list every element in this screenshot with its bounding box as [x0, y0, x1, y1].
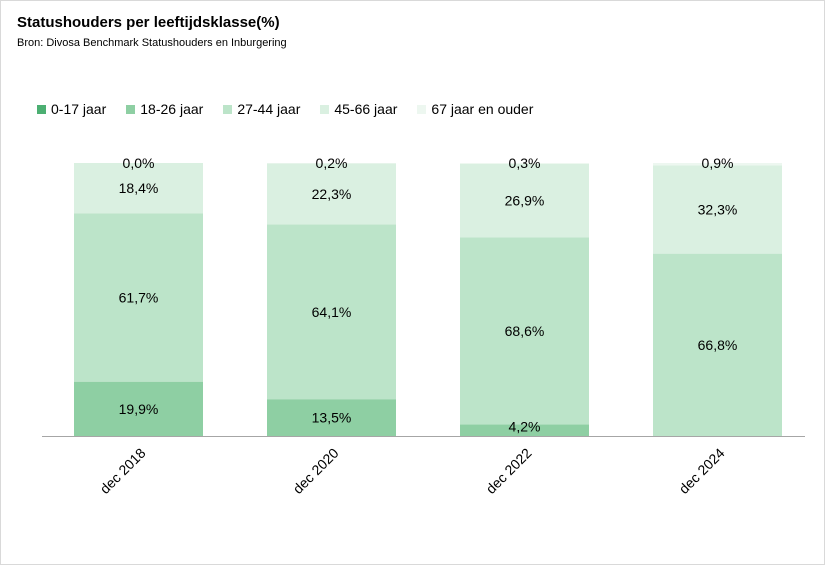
chart-title: Statushouders per leeftijdsklasse(%)	[17, 14, 280, 31]
legend-swatch-27-44	[223, 104, 233, 114]
data-label-0-1: 19,9%	[119, 401, 159, 417]
legend-label-0-17: 0-17 jaar	[51, 101, 107, 117]
data-label-1-3: 22,3%	[312, 186, 352, 202]
bar-segment-1-2	[267, 224, 396, 400]
data-label-2-2: 68,6%	[505, 323, 545, 339]
x-tick-label-1: dec 2020	[290, 445, 342, 497]
legend-swatch-45-66	[320, 104, 330, 114]
legend-swatch-67-plus	[417, 104, 427, 114]
data-label-0-4: 0,0%	[123, 155, 155, 171]
legend-item-67-plus: 67 jaar en ouder	[417, 101, 533, 117]
legend-item-45-66: 45-66 jaar	[320, 101, 397, 117]
x-tick-label-2: dec 2022	[483, 445, 535, 497]
data-label-2-3: 26,9%	[505, 193, 545, 209]
data-label-1-4: 0,2%	[316, 155, 348, 171]
legend-item-18-26: 18-26 jaar	[126, 101, 203, 117]
legend-label-18-26: 18-26 jaar	[140, 101, 204, 117]
bar-segment-2-2	[460, 237, 589, 425]
legend-item-0-17: 0-17 jaar	[37, 101, 106, 117]
data-label-3-4: 0,9%	[702, 155, 734, 171]
data-label-3-2: 66,8%	[698, 337, 738, 353]
x-tick-label-3: dec 2024	[676, 445, 728, 497]
data-label-2-1: 4,2%	[509, 418, 541, 434]
bar-segment-0-1	[74, 381, 203, 436]
data-label-0-3: 18,4%	[119, 180, 159, 196]
bar-segment-3-4	[653, 163, 782, 166]
bar-segment-3-3	[653, 165, 782, 254]
bar-segment-1-1	[267, 399, 396, 436]
bar-segment-2-3	[460, 163, 589, 238]
data-label-2-4: 0,3%	[509, 155, 541, 171]
bar-segment-2-1	[460, 424, 589, 436]
bar-segment-1-3	[267, 163, 396, 225]
legend-swatch-18-26	[126, 104, 136, 114]
bar-segment-3-2	[653, 253, 782, 436]
chart-legend: 0-17 jaar 18-26 jaar 27-44 jaar 45-66 ja…	[37, 101, 553, 117]
bar-segment-1-4	[267, 163, 396, 164]
bar-segment-2-4	[460, 163, 589, 164]
legend-item-27-44: 27-44 jaar	[223, 101, 300, 117]
data-label-0-2: 61,7%	[119, 289, 159, 305]
legend-swatch-0-17	[37, 104, 46, 114]
bar-segment-0-2	[74, 213, 203, 382]
data-label-1-2: 64,1%	[312, 304, 352, 320]
data-label-1-1: 13,5%	[312, 410, 352, 426]
bar-segment-0-3	[74, 163, 203, 214]
data-label-3-3: 32,3%	[698, 202, 738, 218]
legend-label-67-plus: 67 jaar en ouder	[431, 101, 534, 117]
chart-subtitle: Bron: Divosa Benchmark Statushouders en …	[17, 37, 287, 49]
x-tick-label-0: dec 2018	[97, 445, 149, 497]
legend-label-27-44: 27-44 jaar	[237, 101, 301, 117]
legend-label-45-66: 45-66 jaar	[334, 101, 398, 117]
